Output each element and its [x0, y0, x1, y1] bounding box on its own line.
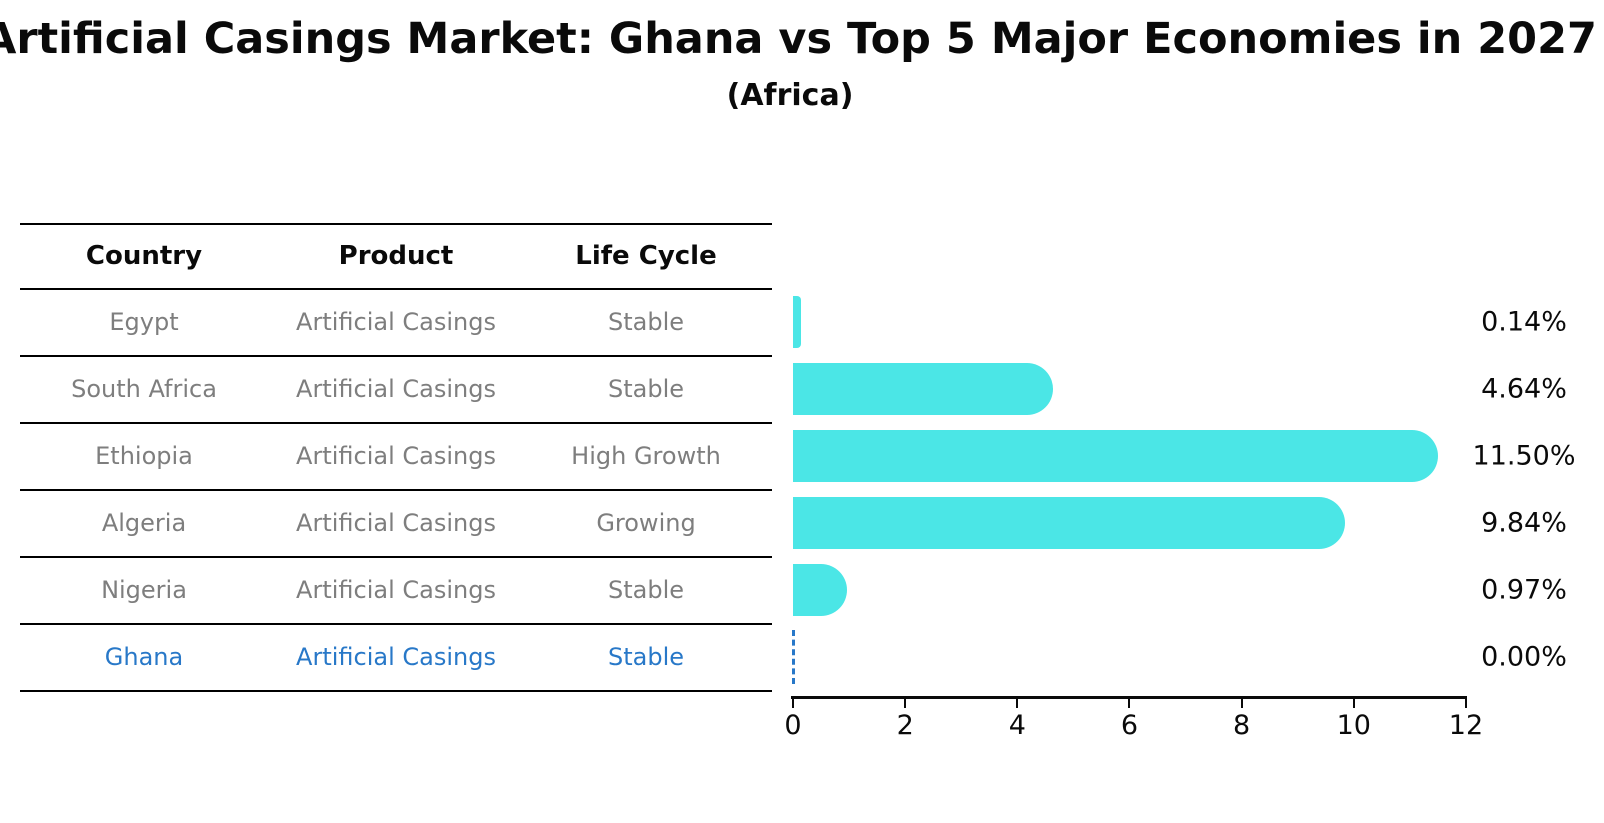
- table-divider-line: [20, 556, 772, 558]
- x-axis-line: [791, 696, 1467, 699]
- page-subtitle: (Africa): [726, 78, 854, 113]
- table-divider-line: [20, 288, 772, 290]
- table-cell-lifecycle: Stable: [607, 642, 685, 671]
- table-cell-lifecycle: Stable: [607, 374, 685, 403]
- x-axis-tick: [904, 699, 907, 708]
- bar-value-label: 0.97%: [1481, 574, 1567, 605]
- bar: [793, 496, 1345, 549]
- x-axis-tick: [792, 699, 794, 708]
- table-cell-product: Artificial Casings: [296, 508, 496, 537]
- table-cell-product: Artificial Casings: [296, 642, 496, 671]
- table-column-header: Life Cycle: [575, 240, 717, 271]
- table-divider-line: [20, 223, 772, 225]
- bar: [793, 295, 801, 348]
- table-cell-lifecycle: Stable: [607, 307, 685, 336]
- table-cell-country: Ethiopia: [95, 441, 193, 470]
- table-column-header: Product: [338, 240, 454, 271]
- x-axis-tick: [1128, 699, 1131, 708]
- page-title: Artificial Casings Market: Ghana vs Top …: [0, 14, 1597, 64]
- table-cell-lifecycle: Stable: [607, 575, 685, 604]
- bar-value-label: 0.14%: [1481, 306, 1567, 337]
- x-axis-tick: [1240, 699, 1243, 708]
- table-cell-country: South Africa: [71, 374, 217, 403]
- table-cell-product: Artificial Casings: [296, 307, 496, 336]
- bar-value-label: 0.00%: [1481, 641, 1567, 672]
- table-divider-line: [20, 623, 772, 625]
- x-axis-tick-label: 12: [1448, 710, 1484, 741]
- table-cell-product: Artificial Casings: [296, 575, 496, 604]
- table-cell-country: Algeria: [101, 508, 187, 537]
- x-axis-tick-label: 10: [1336, 710, 1371, 741]
- table-column-header: Country: [85, 240, 203, 271]
- table-cell-country: Nigeria: [101, 575, 187, 604]
- table-cell-country: Egypt: [109, 307, 179, 336]
- bar: [793, 362, 1053, 415]
- x-axis-tick-label: 2: [896, 710, 914, 741]
- x-axis-tick: [1352, 699, 1355, 708]
- table-cell-country: Ghana: [104, 642, 184, 671]
- bar-value-label: 4.64%: [1481, 373, 1567, 404]
- table-divider-line: [20, 355, 772, 357]
- x-axis-tick-label: 4: [1008, 710, 1026, 741]
- table-cell-lifecycle: High Growth: [571, 441, 721, 470]
- bar: [793, 429, 1438, 482]
- table-divider-line: [20, 489, 772, 491]
- x-axis-tick: [1016, 699, 1019, 708]
- x-axis-tick-label: 8: [1233, 710, 1251, 741]
- table-cell-lifecycle: Growing: [596, 508, 696, 537]
- zero-marker-dashed-line: [792, 629, 795, 684]
- table-divider-line: [20, 422, 772, 424]
- table-cell-product: Artificial Casings: [296, 374, 496, 403]
- bar-value-label: 11.50%: [1472, 440, 1576, 471]
- table-cell-product: Artificial Casings: [296, 441, 496, 470]
- x-axis-tick-label: 0: [784, 710, 802, 741]
- bar: [793, 563, 847, 616]
- x-axis-tick: [1464, 699, 1467, 708]
- table-divider-line: [20, 690, 772, 692]
- bar-value-label: 9.84%: [1481, 507, 1567, 538]
- x-axis-tick-label: 6: [1120, 710, 1139, 741]
